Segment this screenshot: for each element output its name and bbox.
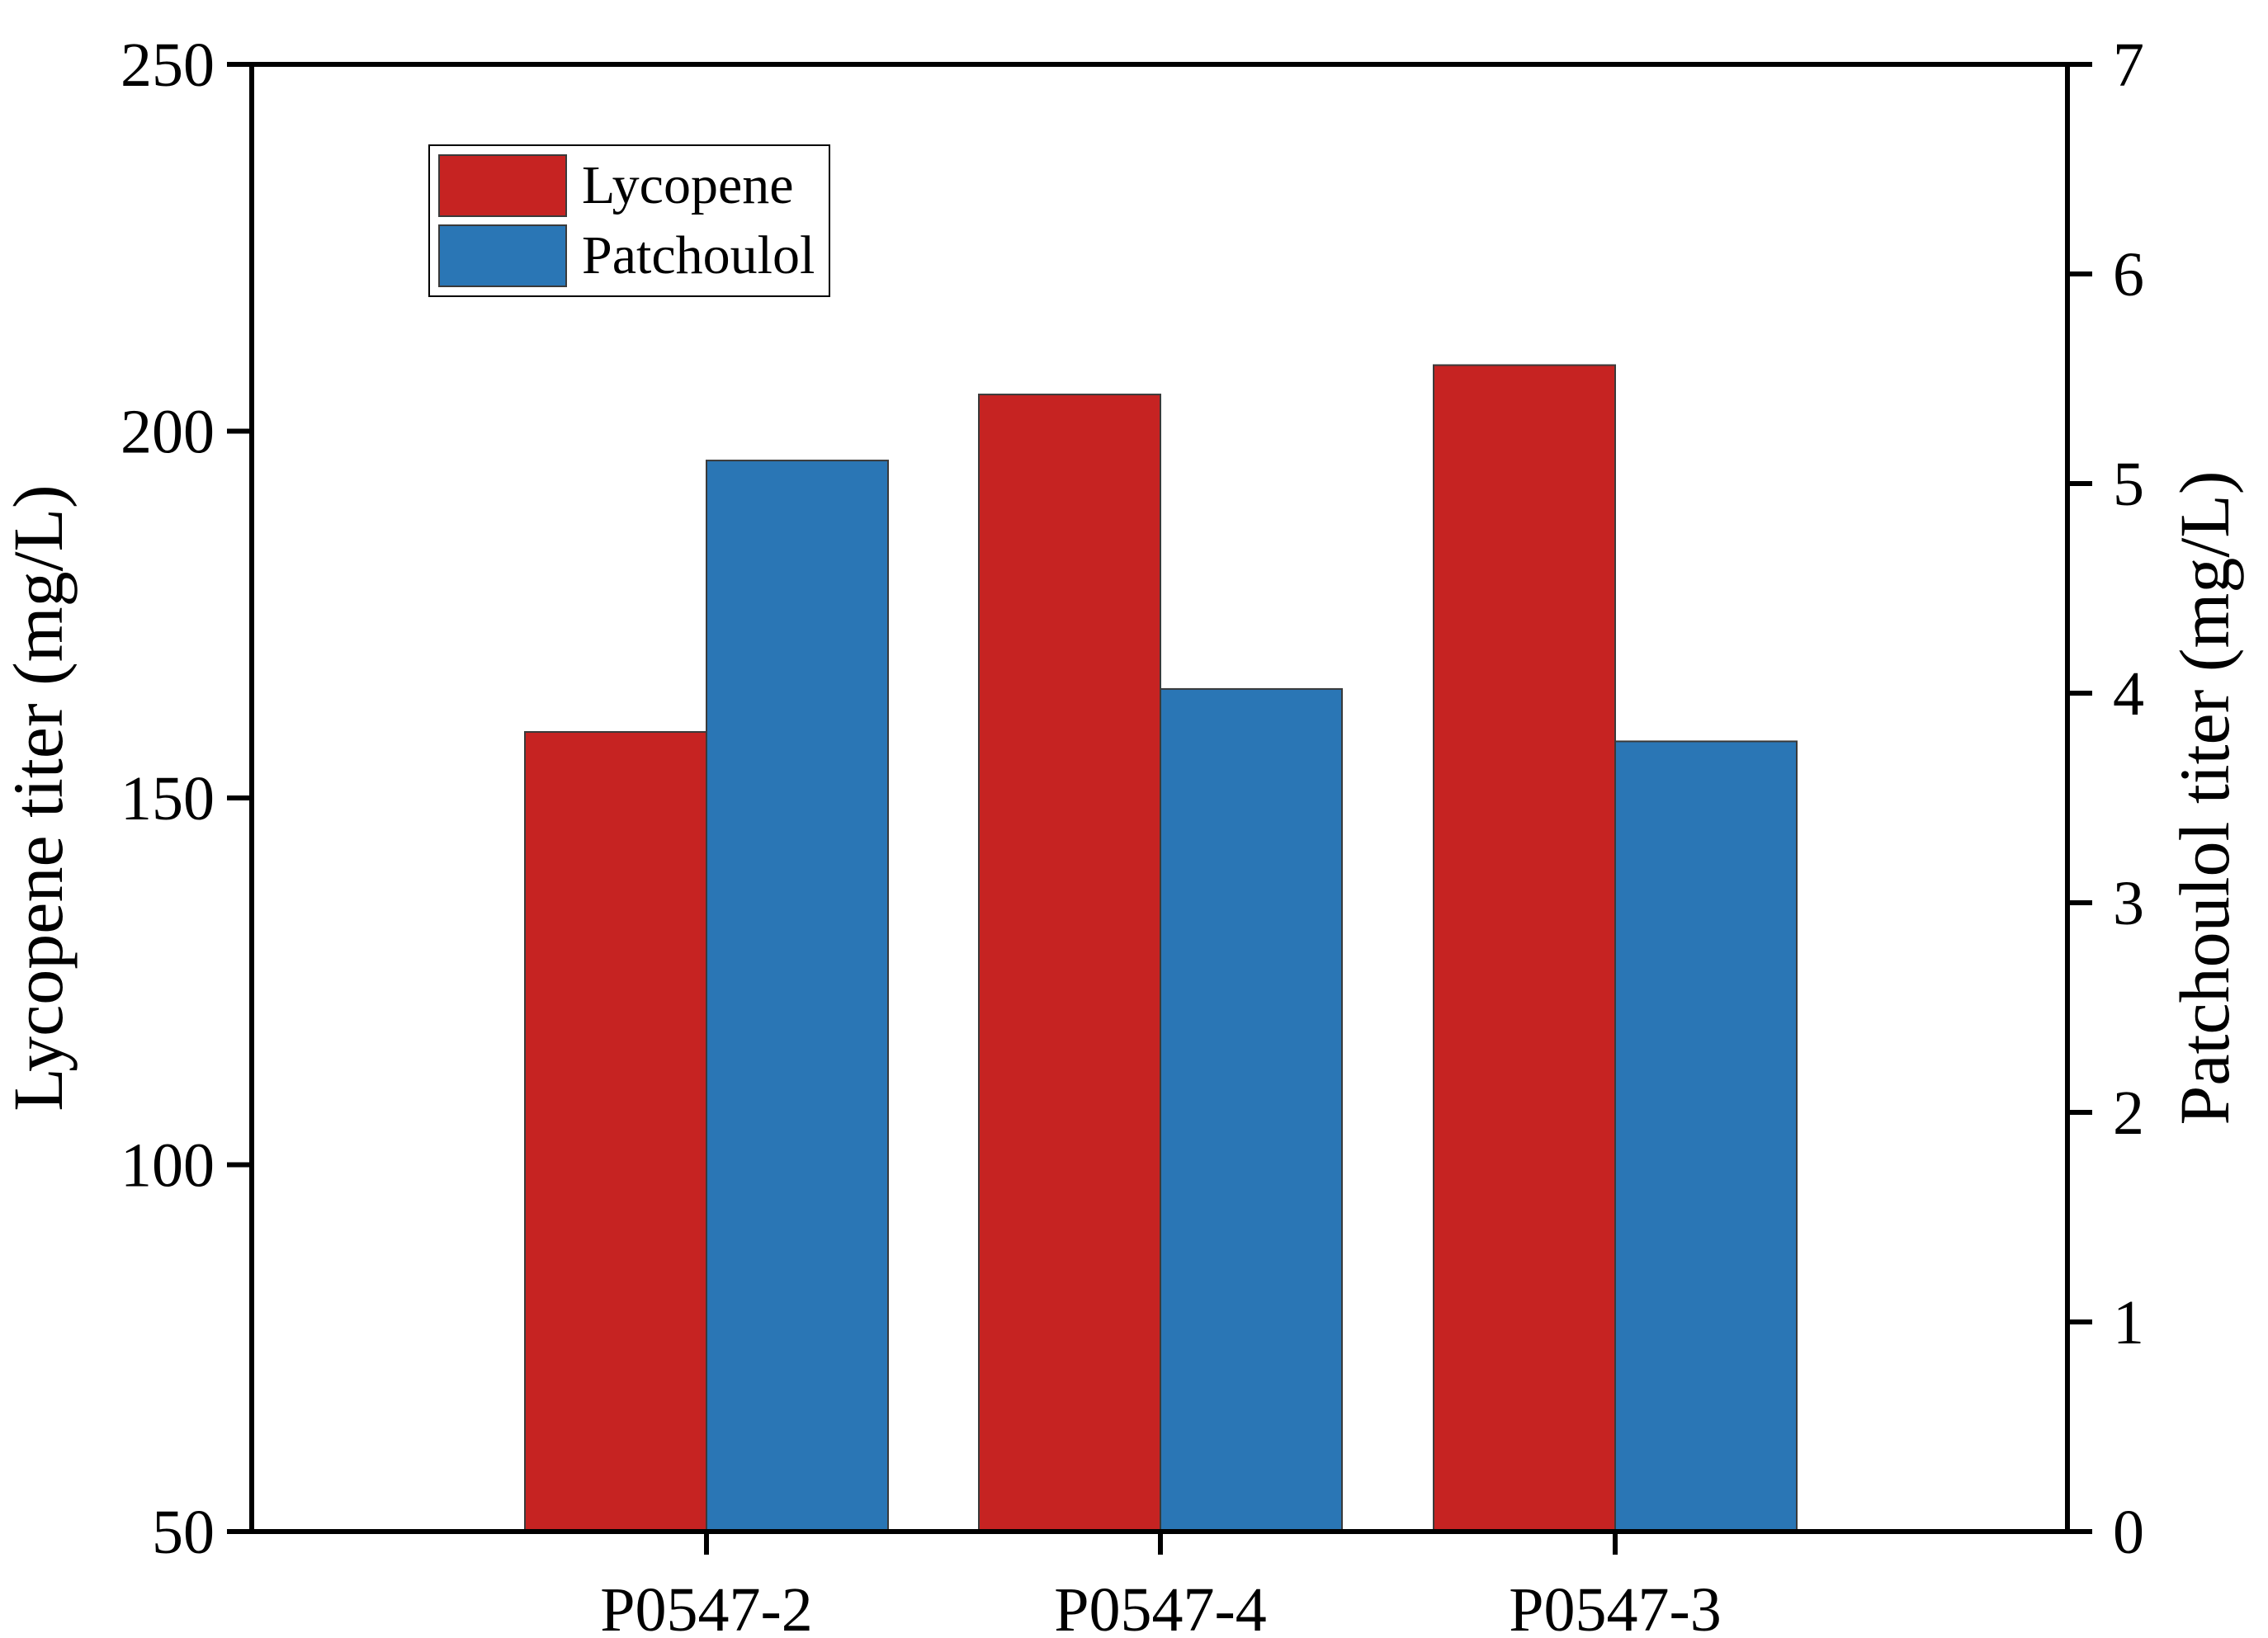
legend-label-patchoulol: Patchoulol (582, 225, 815, 286)
y-right-tick-label: 1 (2113, 1288, 2144, 1357)
bar-lycopene-p0547-3 (1433, 364, 1616, 1532)
legend: Lycopene Patchoulol (428, 144, 830, 297)
y-right-tick-label: 4 (2113, 659, 2144, 729)
legend-swatch-patchoulol (438, 224, 567, 287)
y-right-tick-label: 2 (2113, 1079, 2144, 1148)
bar-patchoulol-p0547-2 (706, 460, 889, 1532)
x-tick-label: P0547-3 (1509, 1575, 1722, 1638)
y-right-axis-title: Patchoulol titer (mg/L) (2165, 471, 2244, 1126)
y-right-tick-label: 6 (2113, 240, 2144, 309)
legend-swatch-lycopene (438, 154, 567, 217)
y-left-tick-label: 250 (120, 31, 215, 100)
x-tick-label: P0547-4 (1054, 1575, 1267, 1638)
y-left-tick-label: 150 (120, 764, 215, 833)
y-right-tick-label: 0 (2113, 1498, 2144, 1567)
y-right-tick-label: 3 (2113, 869, 2144, 938)
y-right-tick-label: 5 (2113, 450, 2144, 519)
bar-patchoulol-p0547-4 (1160, 687, 1343, 1532)
x-tick-label: P0547-2 (600, 1575, 813, 1638)
bars-layer (524, 364, 1798, 1532)
y-left-tick-label: 200 (120, 398, 215, 467)
y-left-axis-title: Lycopene titer (mg/L) (0, 484, 78, 1111)
y-left-tick-label: 100 (120, 1131, 215, 1201)
bar-patchoulol-p0547-3 (1614, 740, 1798, 1532)
bar-lycopene-p0547-4 (978, 394, 1161, 1532)
axes-layer: 50 100 150 200 250 0 1 2 3 4 5 6 7 P0547-2 P0547-4 P054… (0, 31, 2244, 1638)
y-left-tick-label: 50 (152, 1498, 215, 1567)
y-right-tick-label: 7 (2113, 31, 2144, 100)
bar-lycopene-p0547-2 (524, 730, 707, 1532)
legend-label-lycopene: Lycopene (582, 155, 794, 215)
